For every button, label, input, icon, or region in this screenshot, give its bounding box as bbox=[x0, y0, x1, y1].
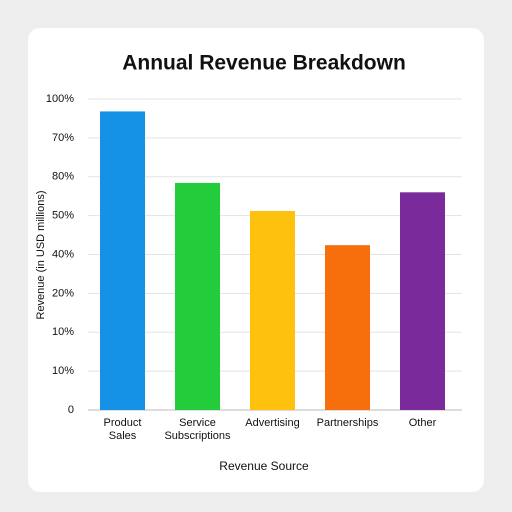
y-tick-label: 10% bbox=[52, 365, 74, 377]
y-tick-label: 0 bbox=[68, 404, 74, 416]
bar bbox=[325, 245, 370, 410]
y-tick-label: 10% bbox=[52, 326, 74, 338]
y-axis-label: Revenue (in USD millions) bbox=[35, 191, 47, 320]
x-tick-label: Partnerships bbox=[317, 417, 379, 429]
y-tick-label: 80% bbox=[52, 171, 74, 183]
x-tick-label: Advertising bbox=[245, 417, 299, 429]
y-tick-label: 70% bbox=[52, 132, 74, 144]
x-tick-label: Product Sales bbox=[104, 417, 142, 442]
y-tick-label: 100% bbox=[46, 93, 74, 105]
bar bbox=[175, 182, 220, 410]
chart-title: Annual Revenue Breakdown bbox=[122, 52, 406, 75]
y-tick-label: 20% bbox=[52, 287, 74, 299]
x-tick-label: Service Subscriptions bbox=[164, 417, 231, 442]
bar bbox=[100, 111, 145, 410]
x-tick-label: Other bbox=[409, 417, 437, 429]
bar bbox=[400, 192, 445, 410]
y-tick-label: 50% bbox=[52, 210, 74, 222]
x-axis-label: Revenue Source bbox=[219, 459, 309, 473]
y-tick-label: 40% bbox=[52, 248, 74, 260]
bar bbox=[250, 210, 295, 410]
